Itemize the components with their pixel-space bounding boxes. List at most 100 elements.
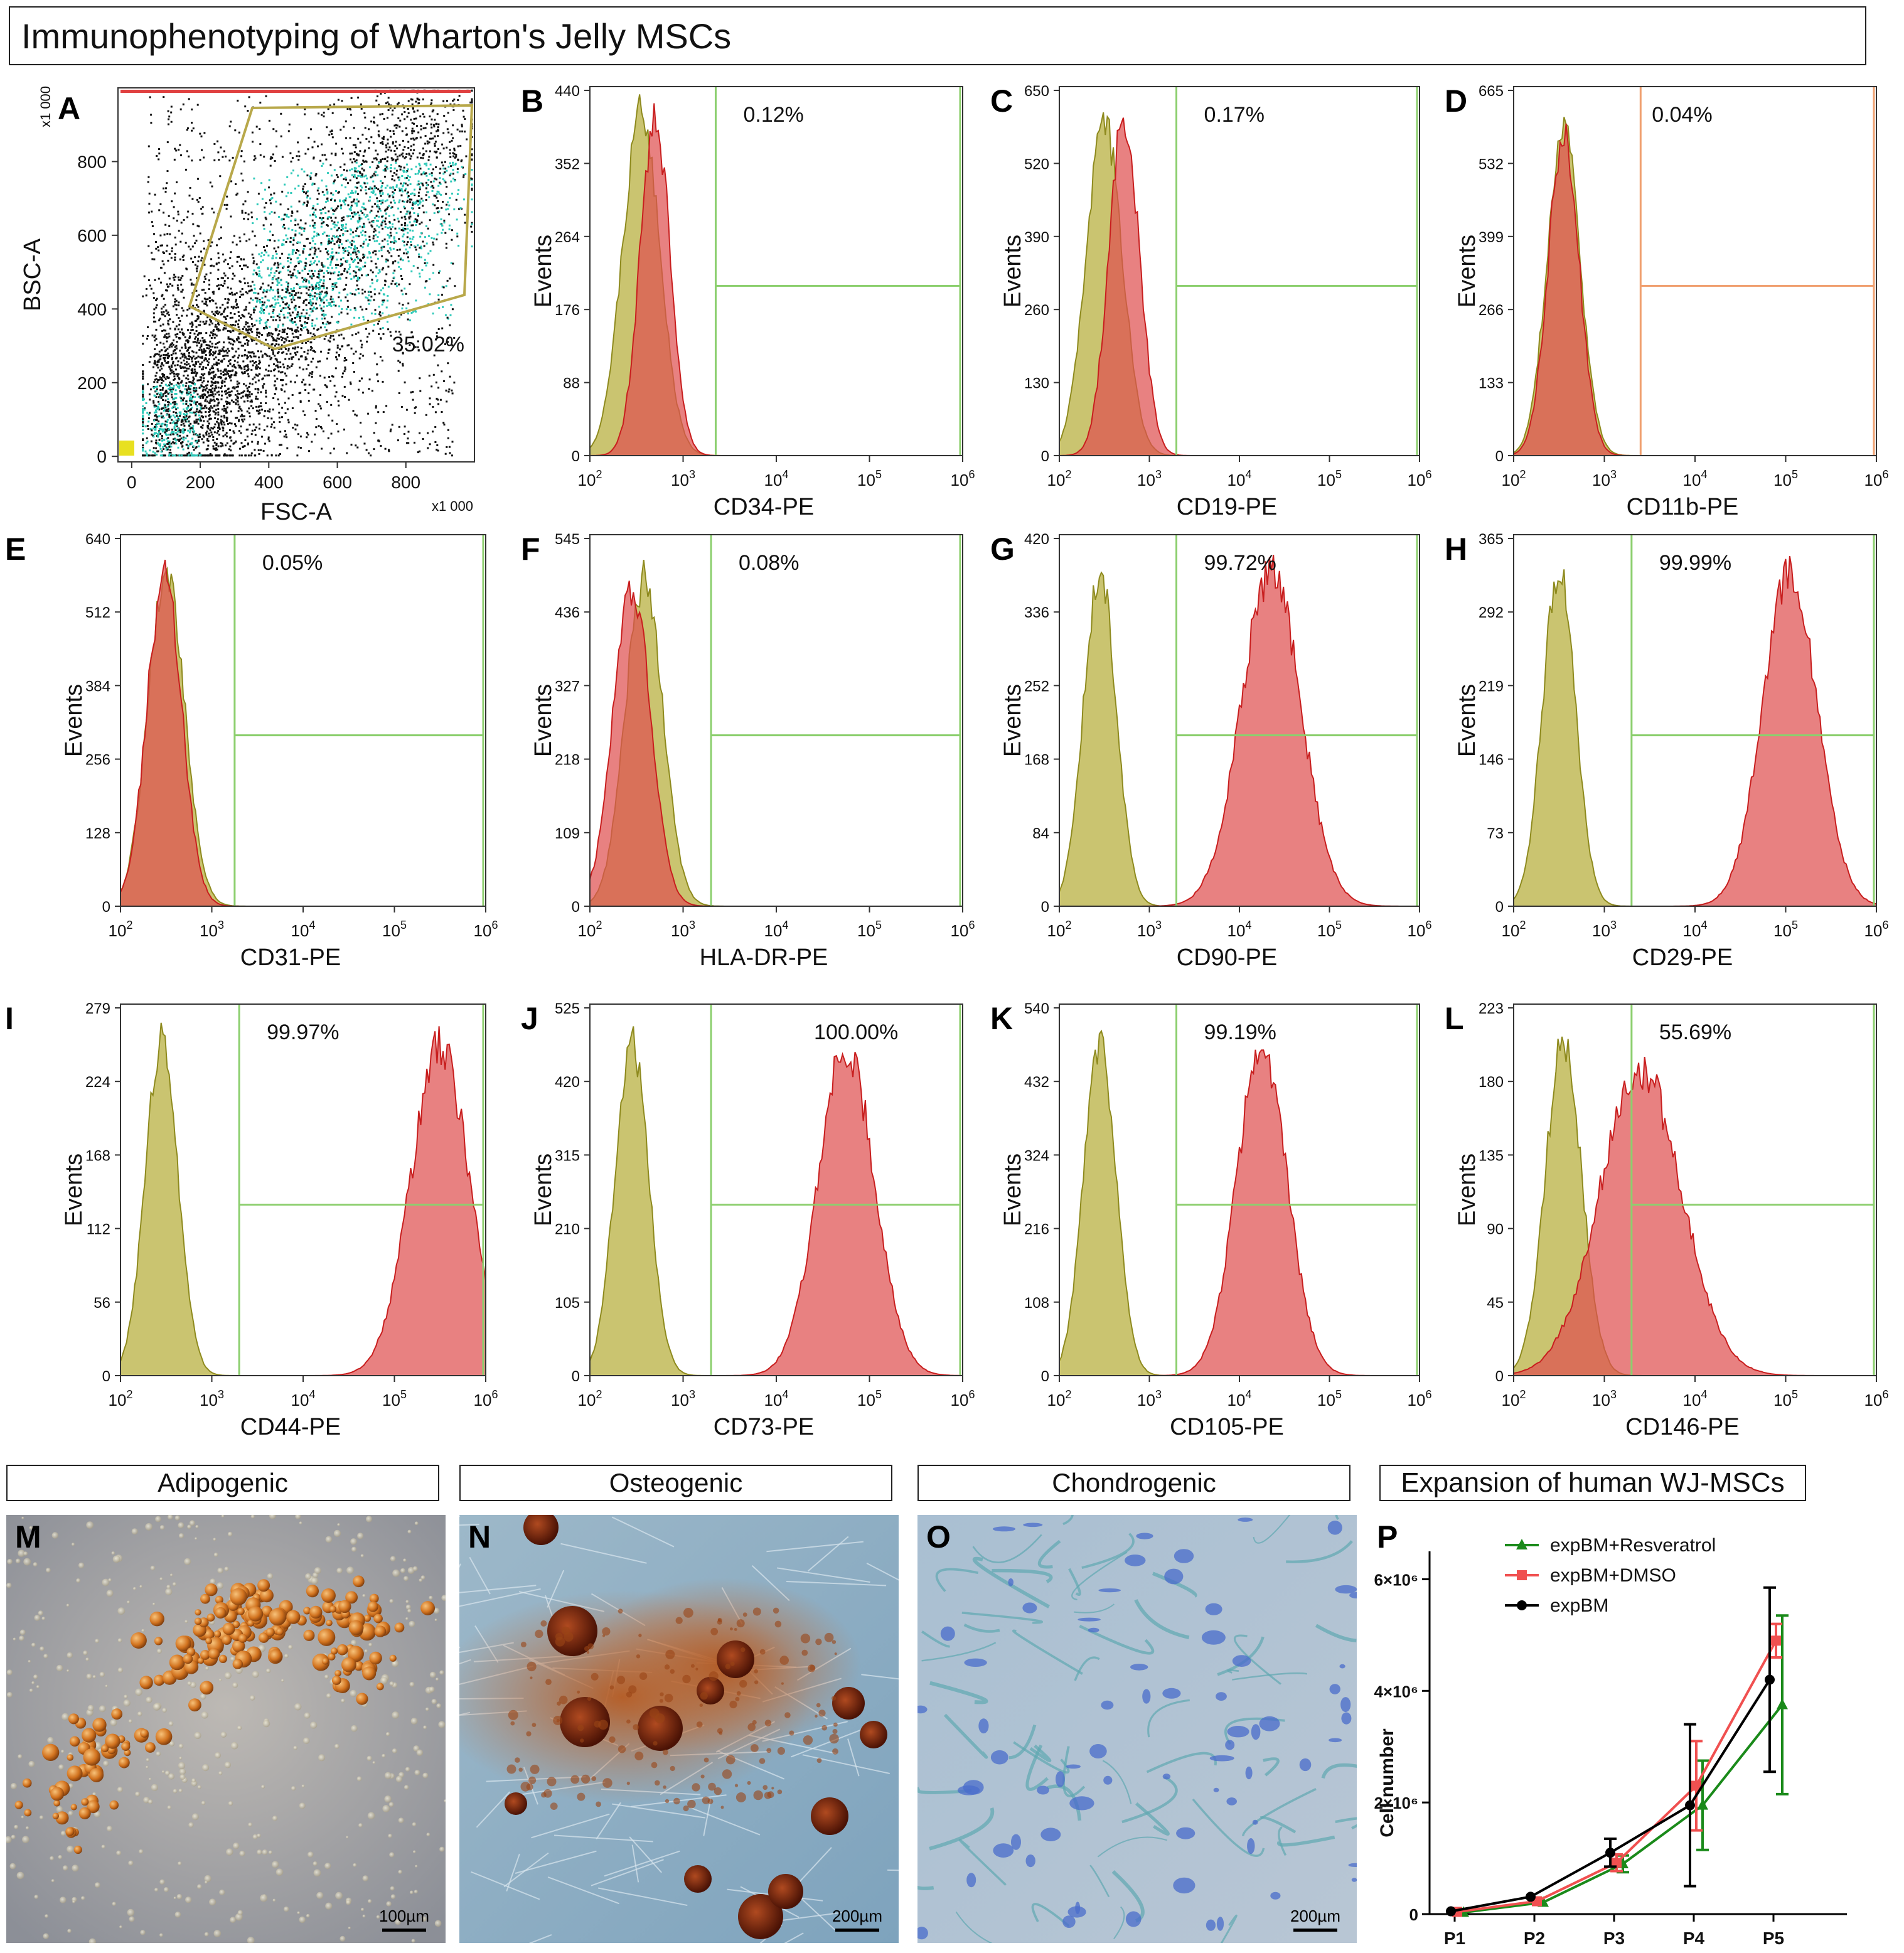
scatter-event	[419, 390, 422, 392]
scatter-event	[442, 164, 444, 167]
scatter-event	[261, 198, 264, 200]
scatter-event	[186, 392, 188, 394]
scatter-event	[345, 240, 348, 242]
scatter-event	[146, 452, 148, 455]
scatter-event	[161, 415, 163, 417]
scatter-event	[198, 454, 201, 457]
scatter-event	[191, 129, 193, 132]
scatter-event	[255, 373, 257, 376]
scatter-event	[205, 396, 208, 399]
scatter-event	[205, 387, 208, 390]
scatter-event	[189, 346, 191, 349]
scatter-event	[338, 354, 340, 356]
scatter-event	[353, 307, 356, 309]
scatter-event	[447, 208, 449, 210]
scatter-event	[190, 400, 193, 402]
scatter-event	[280, 310, 282, 313]
scatter-event	[434, 178, 436, 180]
scatter-event	[169, 388, 171, 391]
scatter-event	[385, 217, 387, 220]
scatter-event	[207, 444, 210, 447]
scatter-event	[406, 224, 409, 227]
scatter-event	[347, 193, 350, 196]
scatter-event	[185, 417, 188, 420]
scatter-event	[314, 260, 316, 262]
scatter-event	[417, 131, 420, 134]
scatter-event	[373, 185, 376, 188]
scatter-event	[346, 293, 349, 296]
scatter-event	[419, 115, 422, 117]
scatter-event	[281, 339, 283, 341]
scatter-event	[319, 394, 321, 396]
scatter-event	[269, 199, 271, 201]
scatter-event	[383, 299, 385, 302]
scatter-event	[195, 413, 197, 415]
scatter-event	[176, 382, 179, 384]
scatter-event	[312, 213, 314, 216]
scatter-event	[366, 256, 369, 259]
scatter-event	[279, 257, 281, 259]
scatter-event	[390, 164, 392, 166]
scatter-event	[279, 319, 281, 321]
scatter-event	[202, 395, 205, 398]
scatter-event	[197, 333, 200, 335]
scatter-event	[222, 328, 225, 331]
scatter-event	[291, 333, 294, 335]
scatter-event	[297, 223, 299, 226]
scatter-event	[295, 323, 297, 326]
scatter-event	[206, 439, 208, 442]
scatter-event	[362, 242, 365, 245]
scatter-event	[291, 356, 293, 359]
scatter-event	[322, 323, 324, 325]
scatter-event	[142, 334, 144, 337]
scatter-event	[305, 341, 307, 344]
scatter-event	[227, 263, 229, 265]
scatter-event	[184, 410, 186, 412]
scatter-event	[191, 321, 193, 324]
scatter-event	[278, 338, 281, 340]
scatter-event	[331, 133, 333, 135]
scatter-event	[220, 237, 222, 239]
scatter-event	[228, 395, 231, 397]
scatter-event	[377, 411, 380, 414]
scatter-event	[322, 430, 324, 432]
scatter-event	[356, 256, 358, 259]
scatter-event	[240, 415, 242, 417]
scatter-event	[216, 310, 218, 313]
scatter-event	[247, 331, 249, 334]
scatter-event	[398, 283, 400, 286]
scatter-event	[297, 283, 299, 286]
scatter-event	[355, 251, 357, 254]
scatter-event	[436, 178, 437, 181]
scatter-event	[315, 366, 318, 368]
scatter-event	[250, 328, 252, 330]
scatter-event	[318, 272, 320, 275]
scatter-event	[179, 319, 181, 322]
scatter-event	[161, 422, 164, 425]
scatter-event	[345, 197, 348, 200]
scatter-event	[202, 321, 205, 323]
scatter-event	[327, 272, 329, 274]
scatter-event	[432, 405, 434, 408]
scatter-event	[152, 297, 155, 299]
scatter-event	[385, 306, 388, 309]
scatter-event	[238, 319, 240, 322]
scatter-event	[392, 186, 394, 188]
scatter-event	[387, 250, 389, 252]
scatter-event	[290, 160, 292, 163]
scatter-event	[213, 441, 216, 444]
scatter-event	[217, 414, 220, 416]
scatter-event	[301, 227, 304, 229]
scatter-event	[426, 142, 429, 145]
scatter-event	[220, 372, 222, 375]
scatter-event	[275, 253, 278, 255]
scatter-event	[155, 396, 158, 399]
scatter-event	[232, 294, 234, 296]
scatter-event	[259, 367, 261, 370]
scatter-event	[196, 198, 198, 201]
scatter-event	[230, 449, 232, 452]
scatter-event	[434, 144, 436, 147]
scatter-event	[296, 313, 299, 316]
scatter-event	[247, 443, 249, 446]
scatter-event	[392, 109, 394, 112]
